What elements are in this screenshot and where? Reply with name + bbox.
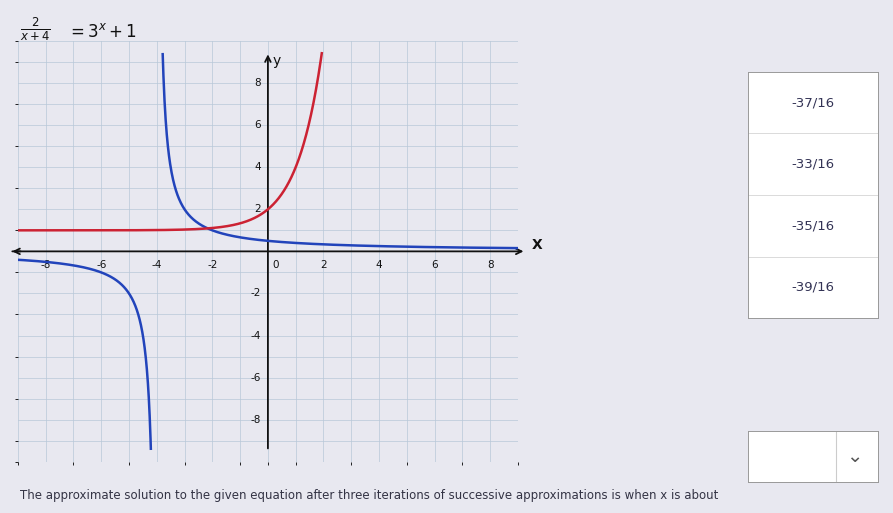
Text: -2: -2 — [207, 260, 218, 270]
Text: X: X — [532, 238, 543, 252]
Text: -6: -6 — [251, 372, 261, 383]
Text: $\frac{2}{x+4}$: $\frac{2}{x+4}$ — [20, 15, 51, 43]
Text: -4: -4 — [152, 260, 162, 270]
Text: -8: -8 — [251, 415, 261, 425]
Text: -33/16: -33/16 — [791, 157, 835, 171]
Text: The approximate solution to the given equation after three iterations of success: The approximate solution to the given eq… — [20, 488, 718, 502]
Text: y: y — [272, 54, 280, 68]
Text: -6: -6 — [96, 260, 106, 270]
Text: 4: 4 — [255, 162, 261, 172]
Text: -2: -2 — [251, 288, 261, 299]
Text: 0: 0 — [272, 260, 279, 270]
Text: 8: 8 — [255, 78, 261, 88]
Text: 2: 2 — [255, 204, 261, 214]
Text: 4: 4 — [376, 260, 382, 270]
Text: $= 3^x + 1$: $= 3^x + 1$ — [67, 23, 137, 41]
Text: 6: 6 — [431, 260, 438, 270]
Text: -39/16: -39/16 — [791, 281, 835, 294]
Text: -35/16: -35/16 — [791, 219, 835, 232]
Text: 8: 8 — [487, 260, 494, 270]
Text: 6: 6 — [255, 120, 261, 130]
Text: ⌄: ⌄ — [847, 447, 863, 466]
Text: -4: -4 — [251, 330, 261, 341]
Text: -8: -8 — [40, 260, 51, 270]
Text: 2: 2 — [321, 260, 327, 270]
Text: -37/16: -37/16 — [791, 96, 835, 109]
